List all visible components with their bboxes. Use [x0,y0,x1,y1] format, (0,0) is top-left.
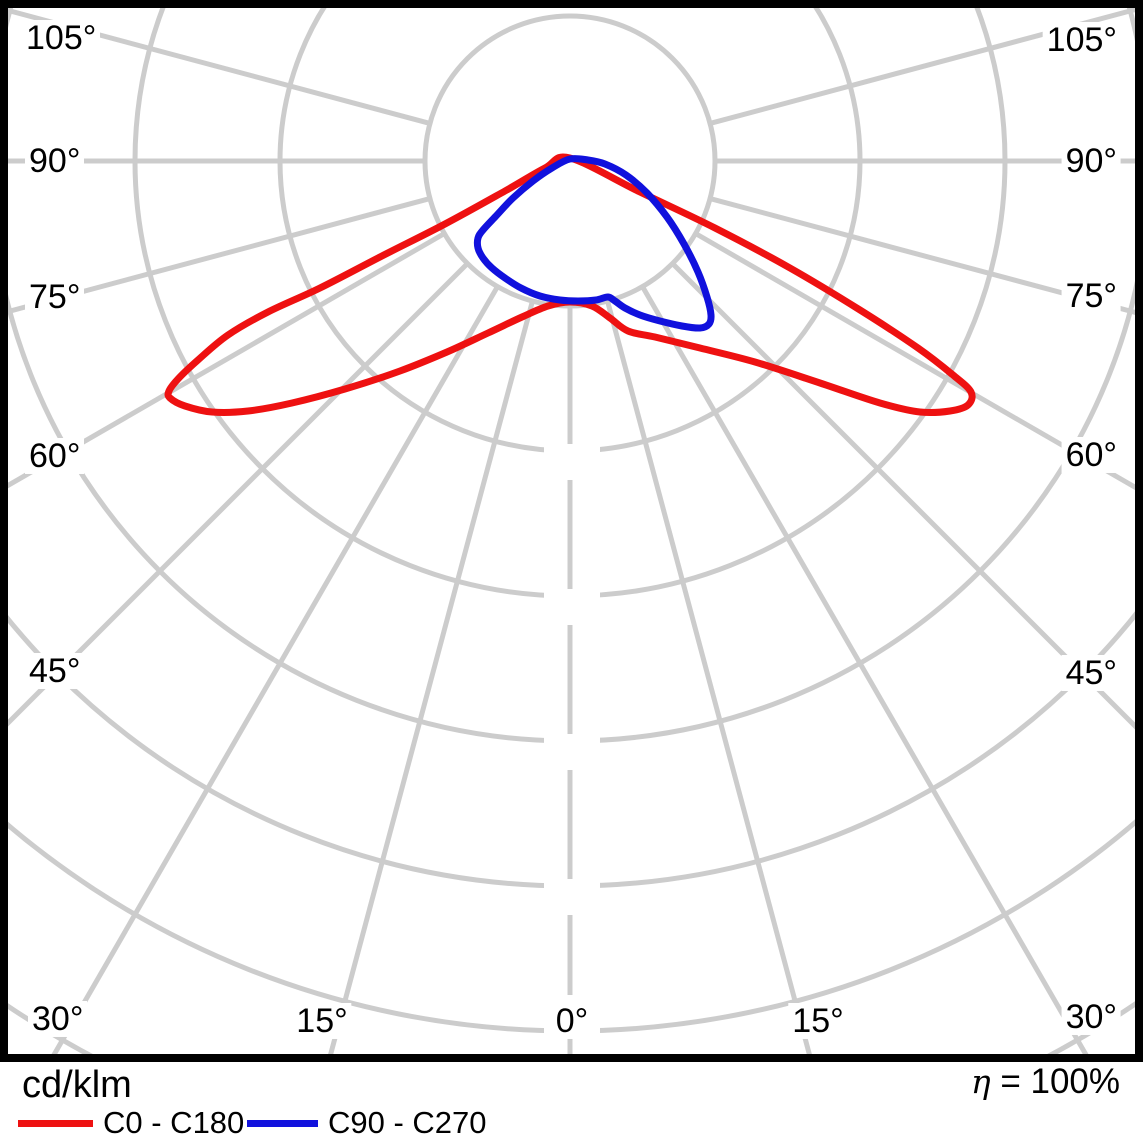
radial-scale-gap-2 [544,734,600,770]
grid-radial-line--30deg [49,285,500,1058]
radial-scale-gap-4 [544,995,600,1037]
grid-radial-line-45deg [670,261,1139,734]
unit-label: cd/klm [22,1064,132,1106]
eta-value: = 100% [990,1062,1120,1101]
legend-item-c90-c270: C90 - C270 [247,1105,487,1140]
grid-radial-line-30deg [640,285,1091,1058]
eta-symbol: η [970,1062,991,1101]
legend-label-c90-c270: C90 - C270 [328,1105,487,1140]
legend: cd/klm C0 - C180 C90 - C270 η = 100% [0,1062,1143,1143]
legend-item-c0-c180: C0 - C180 [18,1105,245,1140]
radial-scale-gap-1 [544,589,600,625]
legend-label-c0-c180: C0 - C180 [103,1105,245,1140]
efficiency-label: η = 100% [971,1062,1120,1102]
radial-scale-gap-0 [544,444,600,480]
grid-radial-line--15deg [327,300,535,1058]
curve-c0-c180 [164,153,976,417]
grid-radial-line--105deg [4,6,431,126]
legend-swatch-red-line [18,1119,93,1127]
radial-scale-gap-3 [544,879,600,915]
legend-swatch-blue-line [247,1119,318,1127]
grid-radial-line--60deg [4,231,446,491]
plot-border [0,0,1143,1062]
grid-radial-line-15deg [605,300,813,1058]
grid-radial-line-75deg [709,196,1139,317]
grid-radial-line-105deg [709,5,1139,126]
grid-radial-line--75deg [4,196,431,316]
grid-radial-line-60deg [694,231,1139,493]
grid-radial-line--45deg [4,261,470,731]
curve-c90-c270 [473,154,715,332]
